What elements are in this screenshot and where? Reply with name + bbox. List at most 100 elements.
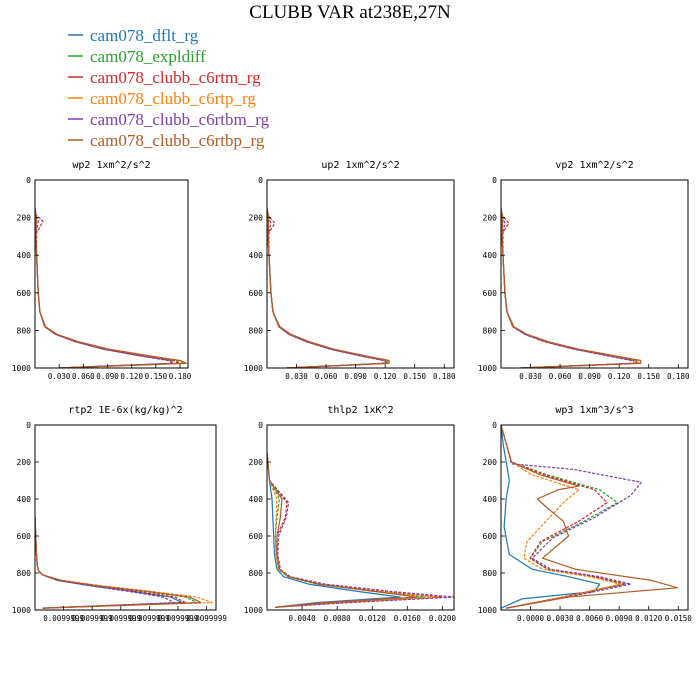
y-tick-label: 800: [249, 569, 264, 578]
series-line: [501, 208, 640, 368]
y-tick-label: 400: [17, 251, 32, 260]
series-line: [35, 208, 185, 368]
y-tick-label: 200: [483, 214, 498, 223]
y-tick-label: 0: [26, 421, 31, 430]
x-tick-label: 0.0120: [635, 614, 663, 623]
y-tick-label: 600: [17, 532, 32, 541]
x-tick-label: 0.0099999: [43, 614, 84, 623]
x-tick-label: 0.150: [637, 372, 660, 381]
legend-label: cam078_clubb_c6rtp_rg: [90, 89, 256, 108]
legend-entry: cam078_clubb_c6rtm_rg: [68, 68, 261, 87]
series-line: [501, 211, 632, 368]
series-line: [267, 452, 443, 608]
y-tick-label: 1000: [244, 364, 263, 373]
series-group: [35, 517, 213, 609]
panel-title: thlp2 1xK^2: [327, 405, 393, 416]
legend-label: cam078_clubb_c6rtbm_rg: [90, 110, 270, 129]
y-tick-label: 0: [258, 421, 263, 430]
x-tick-label: 0.0160: [394, 614, 422, 623]
series-line: [35, 208, 173, 368]
y-tick-label: 600: [483, 532, 498, 541]
x-tick-label: 0.0099999: [186, 614, 227, 623]
series-line: [267, 208, 387, 368]
series-line: [501, 208, 635, 368]
legend-label: cam078_dflt_rg: [90, 26, 199, 45]
legend-entry: cam078_clubb_c6rtbp_rg: [68, 131, 265, 150]
y-tick-label: 600: [249, 289, 264, 298]
y-tick-label: 200: [249, 214, 264, 223]
plot-frame: [266, 179, 455, 369]
x-tick-label: 0.0120: [359, 614, 387, 623]
series-line: [35, 208, 187, 368]
legend: cam078_dflt_rg cam078_expldiff cam078_cl…: [68, 26, 270, 150]
x-tick-label: 0.0000: [517, 614, 545, 623]
series-line: [267, 452, 454, 608]
y-tick-label: 0: [492, 176, 497, 185]
series-line: [267, 208, 386, 368]
legend-label: cam078_clubb_c6rtm_rg: [90, 68, 261, 87]
y-tick-label: 1000: [12, 606, 31, 615]
plot-frame: [34, 179, 189, 369]
x-tick-label: 0.0060: [576, 614, 604, 623]
series-line: [267, 208, 389, 368]
legend-label: cam078_expldiff: [90, 47, 206, 66]
y-tick-label: 400: [483, 495, 498, 504]
x-tick-label: 0.0099999: [72, 614, 113, 623]
x-tick-label: 0.150: [403, 372, 426, 381]
chart-panel: rtp2 1E-6x(kg/kg)^2 0 200 400 600 800 1000 0.00…: [12, 405, 227, 623]
y-tick-label: 400: [17, 495, 32, 504]
x-tick-label: 0.120: [120, 372, 143, 381]
x-tick-label: 0.060: [315, 372, 338, 381]
series-line: [501, 208, 637, 368]
x-tick-label: 0.120: [374, 372, 397, 381]
x-tick-label: 0.0150: [665, 614, 693, 623]
series-line: [267, 452, 401, 608]
y-tick-label: 400: [483, 251, 498, 260]
series-line: [501, 208, 642, 368]
chart-panel: vp2 1xm^2/s^2 0 200 400 600 800 1000 0.030 0.060…: [478, 160, 690, 381]
y-tick-label: 600: [249, 532, 264, 541]
chart-panel: thlp2 1xK^2 0 200 400 600 800 1000 0.0040 0.0080…: [244, 405, 457, 623]
y-tick-label: 200: [17, 458, 32, 467]
series-line: [267, 211, 384, 368]
series-line: [35, 208, 181, 368]
series-line: [35, 211, 175, 368]
series-line: [267, 452, 426, 608]
x-tick-label: 0.180: [433, 372, 456, 381]
y-tick-label: 200: [483, 458, 498, 467]
x-tick-label: 0.0090: [606, 614, 634, 623]
y-tick-label: 200: [17, 214, 32, 223]
y-tick-label: 400: [249, 495, 264, 504]
y-tick-label: 1000: [478, 364, 497, 373]
y-tick-label: 200: [249, 458, 264, 467]
chart-panel: up2 1xm^2/s^2 0 200 400 600 800 1000 0.030 0.060…: [244, 160, 456, 381]
y-tick-label: 1000: [12, 364, 31, 373]
y-tick-label: 800: [483, 326, 498, 335]
series-line: [501, 425, 642, 609]
series-line: [501, 425, 622, 609]
legend-entry: cam078_expldiff: [68, 47, 206, 66]
series-line: [501, 425, 625, 609]
series-line: [35, 517, 183, 609]
x-tick-label: 0.0099999: [100, 614, 141, 623]
x-tick-label: 0.0099999: [129, 614, 170, 623]
x-tick-label: 0.0200: [429, 614, 457, 623]
y-tick-label: 800: [17, 326, 32, 335]
series-line: [267, 213, 388, 368]
x-tick-label: 0.090: [96, 372, 119, 381]
y-tick-label: 400: [249, 251, 264, 260]
x-tick-label: 0.180: [667, 372, 690, 381]
series-line: [501, 425, 679, 609]
series-line: [35, 517, 202, 609]
series-line: [35, 213, 179, 368]
y-tick-label: 1000: [478, 606, 497, 615]
panel-title: wp3 1xm^3/s^3: [555, 405, 633, 416]
plot-frame: [500, 424, 689, 611]
series-line: [267, 452, 438, 608]
x-tick-label: 0.180: [169, 372, 192, 381]
x-tick-label: 0.120: [608, 372, 631, 381]
figure-title: CLUBB VAR at238E,27N: [249, 2, 451, 23]
